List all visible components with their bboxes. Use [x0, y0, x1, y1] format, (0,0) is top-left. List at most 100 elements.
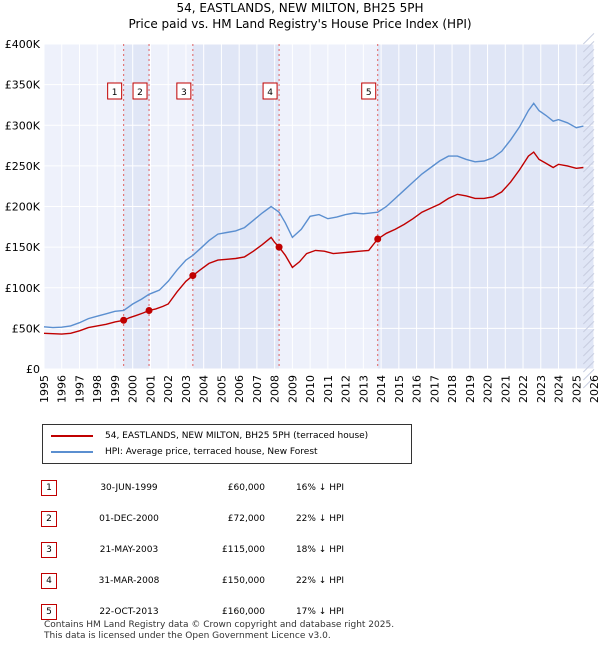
forecast-hatch: [583, 169, 595, 181]
sale-label: 5: [361, 82, 377, 100]
forecast-hatch: [583, 49, 595, 61]
sale-number-badge: 3: [41, 541, 57, 558]
x-tick-label: 2000: [127, 375, 140, 403]
x-tick-label: 2002: [162, 375, 175, 403]
forecast-hatch: [583, 225, 595, 237]
x-tick-label: 2018: [446, 375, 459, 403]
x-tick-label: 2008: [269, 375, 282, 403]
forecast-hatch: [583, 41, 595, 53]
forecast-hatch: [583, 57, 595, 69]
y-tick-label: £300K: [5, 119, 41, 132]
hpi-line: [43, 102, 584, 329]
forecast-hatch: [583, 65, 595, 77]
forecast-hatch: [583, 201, 595, 213]
table-row: 5 22-OCT-2013 £160,000 17% ↓ HPI: [41, 596, 375, 627]
x-tick-label: 2024: [553, 375, 566, 403]
x-tick-label: 2019: [464, 375, 477, 403]
y-tick-label: £250K: [5, 160, 41, 173]
table-row: 2 01-DEC-2000 £72,000 22% ↓ HPI: [41, 503, 375, 534]
legend: 54, EASTLANDS, NEW MILTON, BH25 5PH (ter…: [42, 424, 412, 464]
forecast-hatch: [583, 345, 595, 357]
forecast-hatch: [583, 249, 595, 261]
x-tick-label: 2003: [180, 375, 193, 403]
sale-date: 21-MAY-2003: [99, 544, 159, 555]
x-tick-label: 2004: [198, 375, 211, 403]
x-tick-label: 2006: [233, 375, 246, 403]
sale-label-box: [176, 82, 192, 100]
forecast-hatch: [583, 369, 595, 381]
sale-label-number: 3: [181, 88, 187, 98]
y-tick-label: £0: [26, 363, 40, 376]
sale-label-box: [262, 82, 278, 100]
x-tick-label: 1999: [109, 375, 122, 403]
forecast-hatch: [583, 353, 595, 365]
sale-hpi-diff: 18% ↓ HPI: [295, 544, 345, 555]
sale-date: 22-OCT-2013: [99, 606, 159, 617]
forecast-hatch: [583, 137, 595, 149]
sale-date: 31-MAR-2008: [98, 575, 160, 586]
forecast-hatch: [583, 209, 595, 221]
forecast-hatch: [583, 113, 595, 125]
price-chart: £0 £50K £100K £150K £200K £250K £300K £350K £400…: [5, 33, 600, 403]
x-tick-label: 2010: [304, 375, 317, 403]
chart-title: 54, EASTLANDS, NEW MILTON, BH25 5PH: [176, 1, 424, 15]
forecast-hatch: [583, 281, 595, 293]
legend-label-hpi: HPI: Average price, terraced house, New …: [105, 447, 318, 457]
sale-point: [275, 243, 283, 251]
sale-label-number: 5: [366, 88, 372, 98]
x-tick-label: 2013: [357, 375, 370, 403]
y-tick-label: £350K: [5, 79, 41, 92]
x-tick-label: 2017: [428, 375, 441, 403]
forecast-hatch: [583, 73, 595, 85]
forecast-hatch: [583, 105, 595, 117]
forecast-hatch: [583, 217, 595, 229]
sale-hpi-diff: 22% ↓ HPI: [295, 513, 345, 524]
forecast-hatch: [583, 273, 595, 285]
x-tick-label: 2011: [322, 375, 335, 403]
sale-hpi-diff: 16% ↓ HPI: [295, 482, 345, 493]
x-tick-label: 2014: [375, 375, 388, 403]
forecast-hatch: [583, 121, 595, 133]
forecast-hatch: [583, 265, 595, 277]
sale-number-badge: 5: [41, 603, 57, 620]
x-tick-label: 2022: [517, 375, 530, 403]
x-tick-label: 2015: [393, 375, 406, 403]
x-tick-label: 2009: [286, 375, 299, 403]
forecast-hatch: [583, 241, 595, 253]
forecast-hatch: [583, 97, 595, 109]
sale-label-number: 4: [267, 88, 273, 98]
x-tick-label: 2012: [340, 375, 353, 403]
forecast-hatch: [583, 81, 595, 93]
x-tick-label: 1996: [56, 375, 69, 403]
forecast-hatch: [583, 297, 595, 309]
sale-label-number: 1: [112, 88, 118, 98]
forecast-hatch: [583, 185, 595, 197]
y-tick-label: £400K: [5, 38, 41, 51]
sale-hpi-diff: 22% ↓ HPI: [295, 575, 345, 586]
forecast-hatch: [583, 313, 595, 325]
sale-number-badge: 1: [41, 479, 57, 496]
sale-price: £150,000: [222, 575, 265, 586]
sale-label: 2: [132, 82, 148, 100]
table-row: 4 31-MAR-2008 £150,000 22% ↓ HPI: [41, 565, 375, 596]
sale-label-box: [107, 82, 123, 100]
x-tick-label: 2016: [411, 375, 424, 403]
forecast-hatch: [583, 361, 595, 373]
x-tick-label: 2001: [144, 375, 157, 403]
forecast-hatch: [583, 305, 595, 317]
forecast-hatch: [583, 145, 595, 157]
forecast-hatch: [583, 33, 595, 45]
sale-label: 4: [262, 82, 278, 100]
sale-label: 1: [107, 82, 123, 100]
y-tick-label: £150K: [5, 241, 41, 254]
forecast-hatch: [583, 89, 595, 101]
forecast-hatch: [583, 129, 595, 141]
sale-label-box: [132, 82, 148, 100]
legend-item-property: 54, EASTLANDS, NEW MILTON, BH25 5PH (ter…: [51, 428, 368, 444]
forecast-hatch: [583, 377, 595, 389]
x-tick-label: 2023: [535, 375, 548, 403]
sale-point: [145, 307, 153, 314]
x-tick-label: 2005: [215, 375, 228, 403]
forecast-hatch: [583, 177, 595, 189]
sale-point: [374, 235, 382, 243]
